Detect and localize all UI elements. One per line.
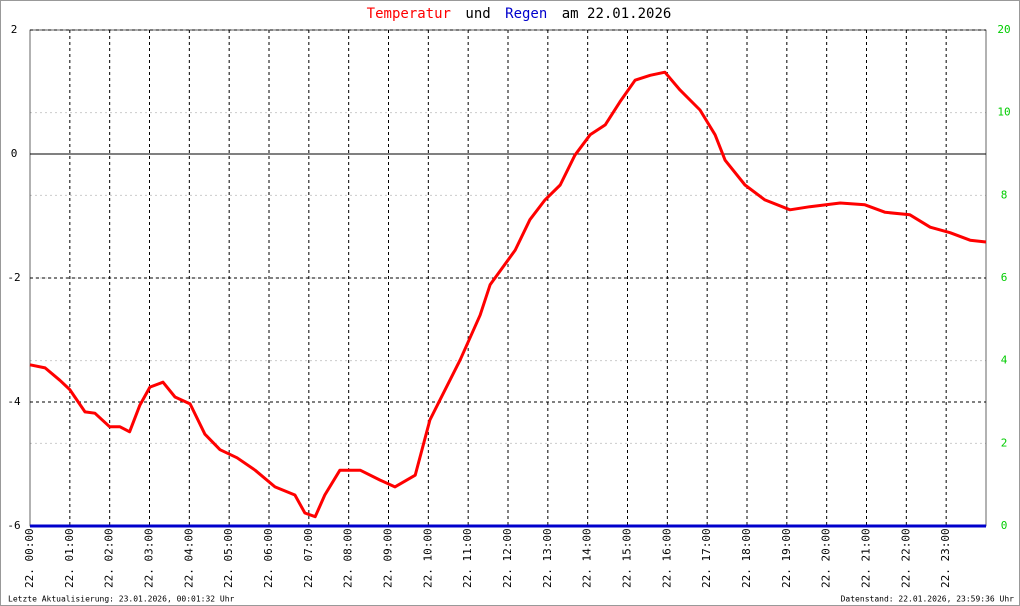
x-tick-label: 22. 09:00 <box>382 528 395 588</box>
title-part: Regen <box>505 6 547 22</box>
x-tick-label: 22. 12:00 <box>501 528 514 588</box>
footer-right: Datenstand: 22.01.2026, 23:59:36 Uhr <box>841 595 1015 604</box>
x-tick-label: 22. 00:00 <box>23 528 36 588</box>
x-tick-label: 22. 11:00 <box>461 528 474 588</box>
x-tick-label: 22. 02:00 <box>103 528 116 588</box>
x-tick-label: 22. 06:00 <box>262 528 275 588</box>
x-tick-label: 22. 20:00 <box>820 528 833 588</box>
x-tick-label: 22. 19:00 <box>780 528 793 588</box>
y2-tick-label: 2 <box>1001 436 1008 449</box>
x-tick-label: 22. 10:00 <box>421 528 434 588</box>
y-tick-label: 2 <box>11 23 18 36</box>
x-tick-label: 22. 04:00 <box>182 528 195 588</box>
x-tick-label: 22. 14:00 <box>581 528 594 588</box>
x-tick-label: 22. 07:00 <box>302 528 315 588</box>
x-tick-label: 22. 16:00 <box>660 528 673 588</box>
y2-tick-label: 20 <box>997 23 1010 36</box>
y-tick-label: 0 <box>11 147 18 160</box>
y2-tick-label: 10 <box>997 106 1010 119</box>
y-tick-label: -2 <box>7 271 20 284</box>
x-tick-label: 22. 18:00 <box>740 528 753 588</box>
x-tick-label: 22. 13:00 <box>541 528 554 588</box>
x-tick-label: 22. 21:00 <box>860 528 873 588</box>
title-part: und <box>465 6 490 22</box>
x-tick-label: 22. 17:00 <box>700 528 713 588</box>
y2-tick-label: 6 <box>1001 271 1008 284</box>
y-tick-label: -4 <box>7 395 21 408</box>
series-line <box>29 70 987 519</box>
y2-tick-label: 0 <box>1001 519 1008 532</box>
footer-left: Letzte Aktualisierung: 23.01.2026, 00:01… <box>8 595 235 604</box>
x-tick-label: 22. 15:00 <box>621 528 634 588</box>
y2-tick-label: 4 <box>1001 354 1008 367</box>
x-tick-label: 22. 03:00 <box>143 528 156 588</box>
x-tick-label: 22. 01:00 <box>63 528 76 588</box>
y-tick-label: -6 <box>7 519 20 532</box>
x-tick-label: 22. 05:00 <box>222 528 235 588</box>
chart-title: Temperatur und Regen am 22.01.2026 <box>367 6 672 22</box>
x-tick-label: 22. 23:00 <box>939 528 952 588</box>
title-part: Temperatur <box>367 6 451 22</box>
x-tick-label: 22. 22:00 <box>899 528 912 588</box>
x-tick-label: 22. 08:00 <box>342 528 355 588</box>
title-part: am 22.01.2026 <box>562 6 672 22</box>
y2-tick-label: 8 <box>1001 188 1008 201</box>
